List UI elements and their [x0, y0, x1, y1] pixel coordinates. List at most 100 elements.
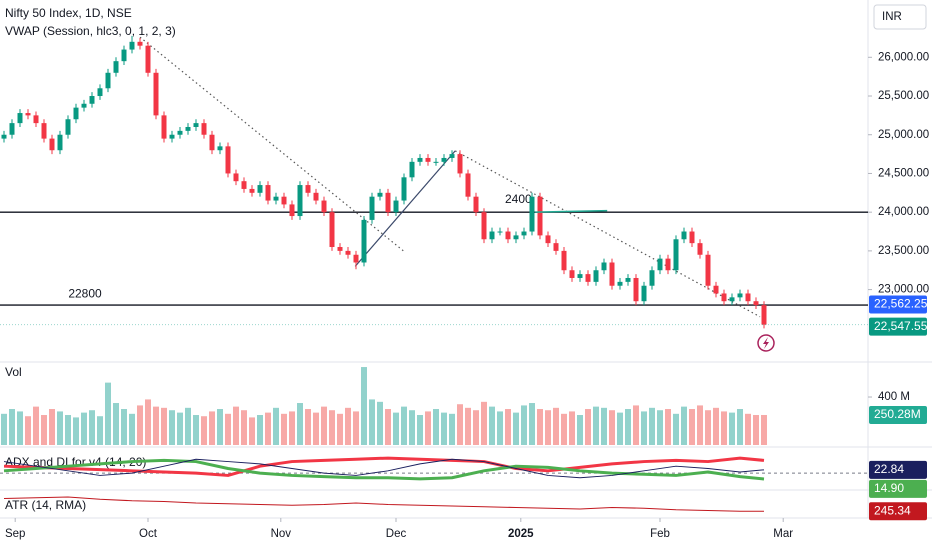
- candle-body: [537, 196, 543, 236]
- candle-body: [201, 123, 207, 135]
- candle-body: [161, 115, 167, 139]
- candle-body: [41, 123, 47, 139]
- candle-body: [617, 281, 623, 286]
- candle-body: [513, 235, 519, 240]
- candle-body: [681, 231, 687, 240]
- candle-body: [705, 254, 711, 286]
- candle-body: [553, 243, 559, 251]
- y-tick-label: 24,500.00: [878, 167, 929, 179]
- candle-body: [73, 107, 79, 120]
- candle-body: [313, 192, 319, 201]
- volume-last-label: 250.28M: [874, 407, 921, 421]
- candle-body: [449, 154, 455, 158]
- candle-body: [329, 212, 335, 248]
- volume-bar: [721, 411, 727, 445]
- volume-bar: [193, 415, 199, 445]
- candle-body: [697, 243, 703, 255]
- volume-bar: [321, 406, 327, 445]
- candle-body: [281, 196, 287, 205]
- volume-title: Vol: [5, 365, 22, 379]
- volume-bar: [265, 412, 271, 445]
- x-tick-label: Mar: [773, 528, 793, 540]
- candle-body: [137, 41, 143, 46]
- volume-bar: [9, 409, 15, 445]
- currency-button[interactable]: [873, 4, 927, 30]
- y-tick-label: 26,000.00: [878, 51, 929, 63]
- volume-bar: [393, 412, 399, 445]
- candle-body: [337, 247, 343, 251]
- volume-bar: [137, 405, 143, 445]
- candle-body: [737, 293, 743, 298]
- volume-bar: [641, 411, 647, 445]
- volume-bar: [329, 410, 335, 445]
- candle-body: [297, 185, 303, 217]
- horizontal-line-label: 22800: [68, 286, 102, 300]
- volume-bar: [257, 415, 263, 445]
- y-tick-label: 24,000.00: [878, 206, 929, 218]
- volume-bar: [401, 406, 407, 445]
- candle-body: [577, 274, 583, 278]
- candle-body: [441, 157, 447, 162]
- volume-bar: [121, 409, 127, 445]
- volume-bar: [585, 409, 591, 445]
- volume-bar: [537, 409, 543, 445]
- volume-bar: [633, 405, 639, 445]
- candle-body: [9, 123, 15, 135]
- alert-icon[interactable]: [757, 334, 775, 352]
- candle-body: [105, 72, 111, 89]
- indicator-line: [3, 496, 765, 512]
- x-tick-label: Dec: [386, 528, 407, 540]
- candle-body: [465, 173, 471, 197]
- y-tick-label: 23,000.00: [878, 284, 929, 296]
- volume-bar: [217, 409, 223, 445]
- volume-bar: [753, 415, 759, 445]
- candle-body: [193, 123, 199, 127]
- volume-bar: [465, 407, 471, 445]
- y-tick-label: 25,500.00: [878, 90, 929, 102]
- y-tick-label: 23,500.00: [878, 245, 929, 257]
- candle-body: [289, 204, 295, 217]
- currency-label[interactable]: INR: [882, 11, 902, 23]
- volume-bar: [409, 410, 415, 445]
- candle-body: [625, 277, 631, 282]
- volume-bar: [201, 416, 207, 445]
- candle-body: [569, 270, 575, 278]
- price-label: 22,547.55: [874, 319, 928, 333]
- candle-body: [225, 146, 231, 174]
- volume-bar: [481, 401, 487, 445]
- indicator-title: VWAP (Session, hlc3, 0, 1, 2, 3): [5, 24, 176, 38]
- volume-bar: [241, 410, 247, 445]
- volume-bar: [105, 382, 111, 445]
- candle-body: [17, 113, 23, 124]
- volume-bar: [345, 407, 351, 445]
- volume-bar: [713, 407, 719, 445]
- volume-bar: [553, 407, 559, 445]
- candle-body: [169, 134, 175, 139]
- volume-bar: [233, 406, 239, 445]
- candle-body: [401, 177, 407, 201]
- candle-body: [657, 258, 663, 271]
- volume-bar: [25, 416, 31, 445]
- volume-bar: [425, 411, 431, 445]
- candle-body: [353, 254, 359, 263]
- candle-body: [745, 293, 751, 302]
- x-tick-label: 2025: [508, 528, 534, 540]
- candle-body: [473, 196, 479, 213]
- volume-bar: [273, 407, 279, 445]
- volume-bar: [161, 407, 167, 445]
- candle-body: [49, 138, 55, 151]
- candle-body: [489, 231, 495, 240]
- volume-bar: [417, 415, 423, 445]
- volume-bar: [297, 403, 303, 445]
- candle-body: [233, 173, 239, 182]
- volume-bar: [369, 399, 375, 445]
- volume-bar: [433, 409, 439, 445]
- price-label-bg: [869, 317, 927, 336]
- candle-body: [97, 88, 103, 97]
- candle-body: [753, 301, 759, 306]
- volume-bar: [689, 409, 695, 445]
- volume-bar: [657, 410, 663, 445]
- symbol-title: Nifty 50 Index, 1D, NSE: [5, 6, 132, 20]
- volume-bar: [569, 411, 575, 445]
- candle-body: [673, 239, 679, 271]
